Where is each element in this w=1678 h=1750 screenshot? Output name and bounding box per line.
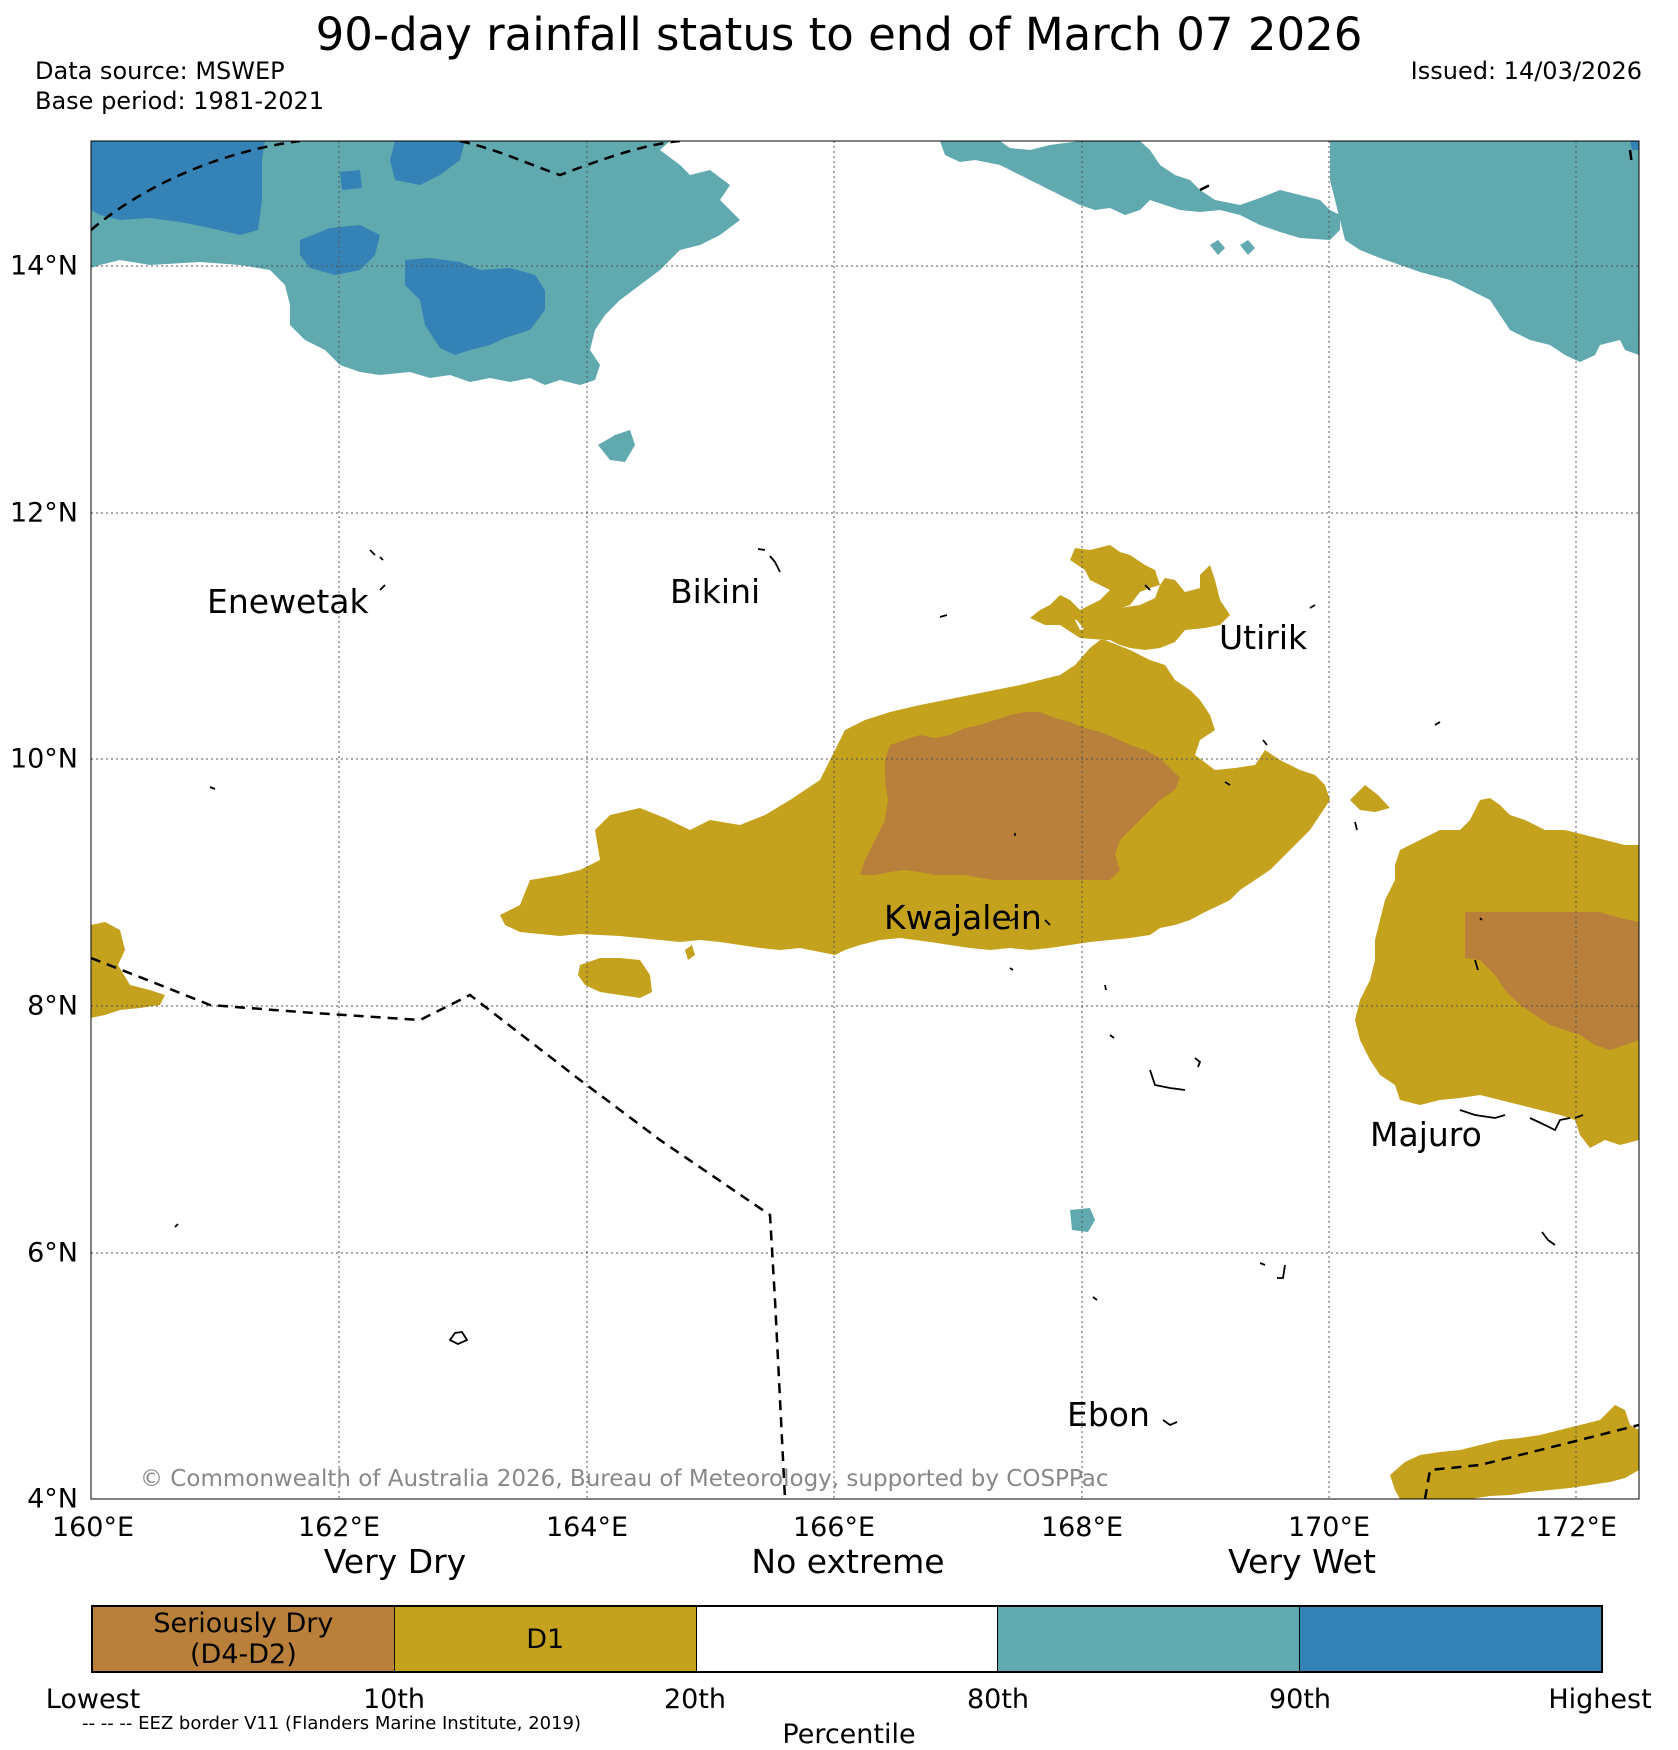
legend-segment-very-wet — [1300, 1607, 1601, 1671]
wet-patch-tiny-4 — [1630, 335, 1639, 352]
legend-tick: 10th — [362, 1684, 426, 1715]
legend-segment-d1: D1 — [394, 1607, 697, 1671]
lon-label: 160°E — [51, 1512, 135, 1543]
very-wet-corner — [1630, 141, 1639, 150]
legend-segment-wet — [998, 1607, 1301, 1671]
d1-region-southeast — [1390, 1405, 1639, 1499]
legend-tick: Highest — [1548, 1684, 1652, 1715]
place-label-kwajalein: Kwajalein — [884, 898, 1042, 937]
lon-label: 164°E — [545, 1512, 629, 1543]
legend-axis-label: Percentile — [782, 1719, 916, 1750]
map-frame — [90, 140, 1640, 1500]
d1-patch-east — [1350, 785, 1390, 812]
d1-region-utirik-north — [1075, 565, 1230, 650]
category-very-dry: Very Dry — [323, 1542, 467, 1581]
lon-label: 172°E — [1534, 1512, 1618, 1543]
issued-date: Issued: 14/03/2026 — [1410, 57, 1642, 85]
legend-tick: 90th — [1268, 1684, 1332, 1715]
wet-patch-tiny-1 — [1210, 240, 1225, 255]
category-no-extreme: No extreme — [751, 1542, 945, 1581]
d1-patch-small — [578, 958, 652, 998]
lat-label: 4°N — [27, 1483, 78, 1515]
category-very-wet: Very Wet — [1228, 1542, 1376, 1581]
place-label-bikini: Bikini — [670, 572, 761, 611]
wet-region-north-center — [940, 141, 1340, 240]
lat-label: 12°N — [9, 497, 78, 529]
place-label-ebon: Ebon — [1067, 1395, 1150, 1434]
wet-patch-tiny-3 — [585, 317, 594, 328]
very-wet-patch — [340, 170, 362, 190]
legend-tick: 20th — [663, 1684, 727, 1715]
d1-region-west-edge — [91, 922, 165, 1018]
lon-label: 168°E — [1040, 1512, 1124, 1543]
lat-label: 14°N — [9, 250, 78, 282]
gridlines — [91, 141, 1639, 1499]
copyright-notice: © Commonwealth of Australia 2026, Bureau… — [140, 1466, 1109, 1492]
eez-note: -- -- -- EEZ border V11 (Flanders Marine… — [82, 1713, 582, 1734]
very-wet-region-3 — [300, 225, 380, 275]
d1-patch-tiny — [685, 945, 695, 960]
very-wet-region-4 — [405, 258, 545, 355]
map-title: 90-day rainfall status to end of March 0… — [315, 8, 1363, 61]
islands — [174, 548, 1584, 1427]
wet-patch-small — [598, 430, 635, 462]
legend-tick: Lowest — [45, 1684, 141, 1715]
lon-label: 166°E — [792, 1512, 876, 1543]
lon-label: 170°E — [1287, 1512, 1371, 1543]
legend-segment-seriously-dry: Seriously Dry (D4-D2) — [93, 1607, 395, 1671]
lat-label: 6°N — [27, 1237, 78, 1269]
eez-border — [91, 141, 1639, 1499]
legend-tick: 80th — [966, 1684, 1030, 1715]
legend-segment-no-extreme — [696, 1607, 999, 1671]
very-wet-region-2 — [390, 141, 465, 185]
data-source: Data source: MSWEP — [35, 57, 285, 85]
wet-region-northeast — [1330, 141, 1639, 362]
legend-colorbar: Seriously Dry (D4-D2) D1 — [91, 1605, 1603, 1673]
lat-label: 8°N — [27, 990, 78, 1022]
seriously-dry-region-majuro — [1465, 912, 1639, 1050]
base-period: Base period: 1981-2021 — [35, 87, 325, 115]
place-label-enewetak: Enewetak — [207, 582, 369, 621]
place-label-majuro: Majuro — [1370, 1115, 1482, 1154]
wet-patch-ebon — [1070, 1208, 1095, 1232]
place-label-utirik: Utirik — [1219, 618, 1308, 657]
lat-label: 10°N — [9, 743, 78, 775]
lon-label: 162°E — [297, 1512, 381, 1543]
very-wet-region-1 — [91, 141, 265, 235]
wet-patch-tiny-2 — [1240, 240, 1255, 255]
seriously-dry-region-kwajalein — [860, 712, 1180, 880]
